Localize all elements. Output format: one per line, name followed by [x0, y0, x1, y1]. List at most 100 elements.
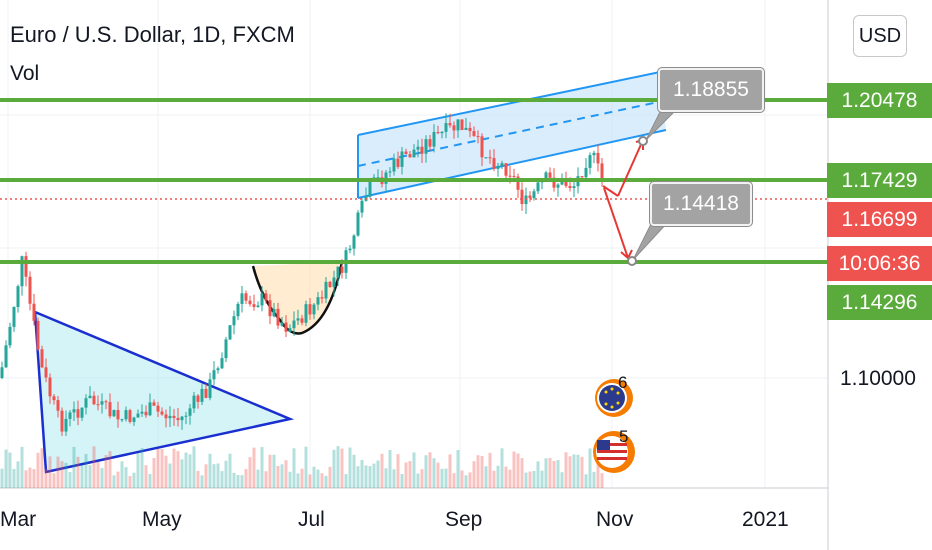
- volume-bar: [176, 451, 180, 488]
- candle-body: [536, 182, 540, 192]
- candle-body: [324, 281, 328, 299]
- event-count-eu[interactable]: 6: [618, 373, 628, 392]
- candle-body: [284, 322, 288, 332]
- candle-body: [320, 297, 324, 299]
- volume-bar: [24, 470, 28, 488]
- volume-bar: [172, 448, 176, 488]
- volume-bar: [472, 461, 476, 488]
- candle-body: [228, 325, 232, 340]
- candle-body: [420, 146, 424, 154]
- candle-body: [316, 297, 320, 305]
- volume-bar: [460, 470, 464, 488]
- volume-bar: [428, 452, 432, 488]
- volume-bar: [576, 454, 580, 488]
- candle-body: [508, 175, 512, 177]
- callout-target-low[interactable]: 1.14418: [650, 182, 752, 226]
- candle-body: [580, 176, 584, 178]
- candle-body: [80, 407, 84, 418]
- candle-body: [212, 370, 216, 380]
- candle-body: [20, 256, 24, 287]
- candle-body: [96, 404, 100, 406]
- volume-bar: [184, 452, 188, 488]
- volume-bar: [532, 471, 536, 488]
- candle-body: [108, 402, 112, 417]
- volume-bar: [16, 461, 20, 488]
- candle-body: [588, 155, 592, 168]
- volume-bar: [276, 465, 280, 488]
- volume-bar: [488, 452, 492, 488]
- volume-bar: [348, 447, 352, 488]
- candle-body: [408, 154, 412, 158]
- candle-body: [292, 320, 296, 329]
- volume-bar: [596, 451, 600, 488]
- volume-bar: [208, 453, 212, 488]
- volume-bar: [316, 469, 320, 488]
- event-count-us[interactable]: 5: [619, 427, 629, 446]
- candle-body: [60, 410, 64, 432]
- candle-body: [196, 395, 200, 402]
- volume-bar: [420, 469, 424, 488]
- candle-body: [400, 151, 404, 167]
- candle-body: [184, 415, 188, 417]
- volume-bar: [424, 455, 428, 488]
- volume-bar: [256, 469, 260, 488]
- candle-body: [216, 368, 220, 371]
- candle-body: [416, 146, 420, 150]
- volume-bar: [152, 457, 156, 488]
- volume-bar: [536, 461, 540, 488]
- candle-body: [496, 165, 500, 169]
- volume-bar: [356, 466, 360, 488]
- callout-target-high[interactable]: 1.18855: [658, 68, 764, 112]
- x-tick-jul: Jul: [298, 508, 325, 531]
- volume-bar: [188, 454, 192, 488]
- candle-body: [172, 415, 176, 418]
- x-tick-may: May: [142, 508, 182, 531]
- candle-body: [440, 131, 444, 134]
- candle-body: [328, 281, 332, 287]
- price-label-1-17429: 1.17429: [827, 163, 932, 198]
- candle-body: [504, 163, 508, 176]
- volume-bar: [244, 469, 248, 488]
- volume-bar: [516, 453, 520, 488]
- candle-body: [548, 172, 552, 178]
- volume-bar: [436, 462, 440, 488]
- candle-body: [512, 175, 516, 177]
- candle-body: [152, 402, 156, 406]
- candle-body: [584, 167, 588, 178]
- candle-body: [340, 266, 344, 273]
- volume-bar: [456, 449, 460, 488]
- volume-bar: [236, 475, 240, 488]
- volume-bar: [400, 473, 404, 488]
- volume-bar: [260, 447, 264, 488]
- candle-body: [544, 172, 548, 181]
- target-dot-high: [638, 136, 648, 146]
- candle-body: [124, 410, 128, 420]
- candle-body: [448, 123, 452, 126]
- candle-body: [208, 379, 212, 398]
- volume-bar: [132, 472, 136, 488]
- volume-bar: [28, 467, 32, 488]
- candle-body: [468, 127, 472, 132]
- volume-bar: [444, 468, 448, 488]
- candle-body: [348, 248, 352, 251]
- candle-body: [260, 293, 264, 306]
- candle-body: [524, 195, 528, 205]
- volume-bar: [12, 468, 16, 488]
- volume-bar: [60, 461, 64, 488]
- candle-body: [188, 408, 192, 416]
- candle-body: [600, 163, 604, 180]
- candle-body: [464, 127, 468, 130]
- volume-bar: [192, 446, 196, 488]
- volume-bar: [304, 446, 308, 488]
- candle-body: [248, 300, 252, 305]
- x-tick-sep: Sep: [445, 508, 483, 531]
- volume-bar: [320, 473, 324, 488]
- candle-body: [88, 395, 92, 399]
- volume-bar: [44, 468, 48, 488]
- candle-body: [252, 304, 256, 307]
- volume-bar: [64, 462, 68, 488]
- currency-button[interactable]: USD: [853, 15, 907, 57]
- volume-bar: [128, 475, 132, 488]
- volume-bar: [404, 462, 408, 488]
